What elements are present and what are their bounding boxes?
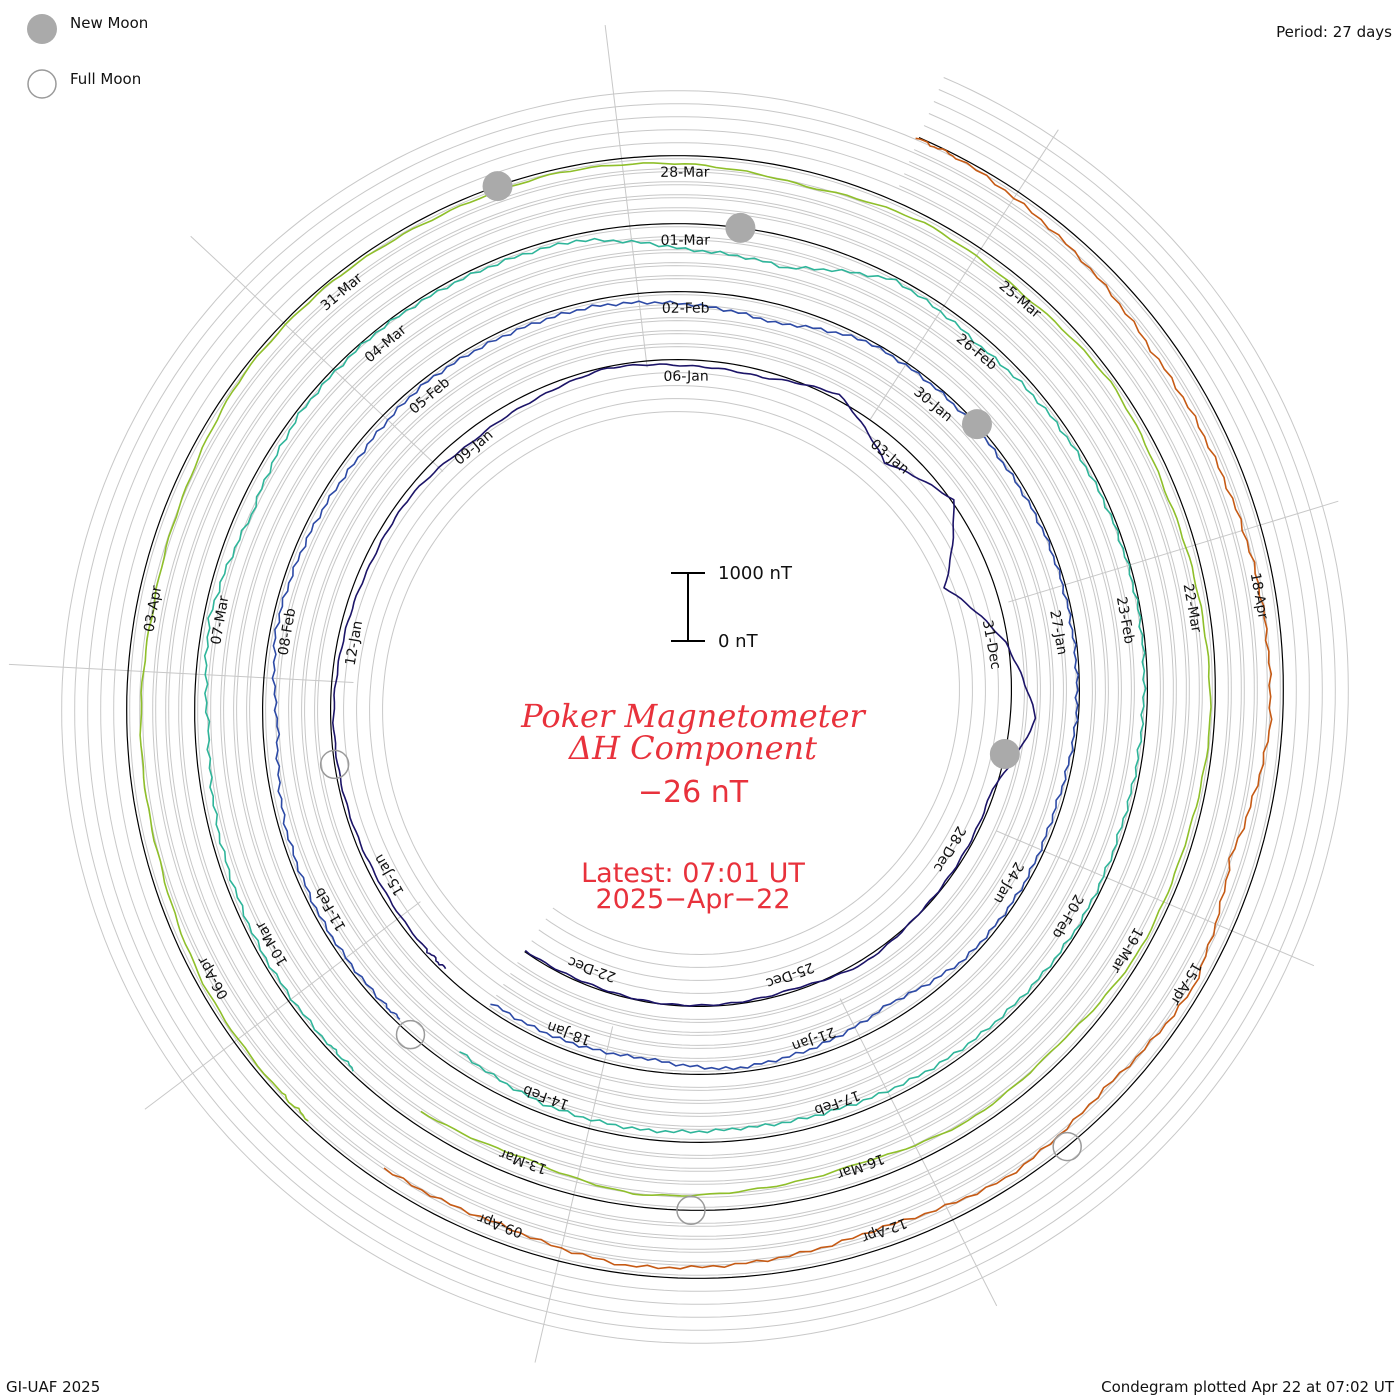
date-label: 07-Mar bbox=[208, 594, 232, 646]
date-label: 30-Jan bbox=[910, 384, 955, 425]
grid-spiral bbox=[87, 101, 1323, 1318]
new-moon-marker bbox=[961, 409, 992, 440]
polar-grid bbox=[8, 25, 1349, 1363]
chart-title-line1: Poker Magnetometer bbox=[521, 697, 865, 735]
date-label: 12-Apr bbox=[859, 1214, 909, 1245]
grid-spoke bbox=[996, 830, 1315, 967]
new-moon-legend-icon bbox=[27, 14, 57, 44]
grid-spoke bbox=[190, 235, 444, 472]
grid-spiral bbox=[165, 173, 1245, 1240]
current-value: −26 nT bbox=[637, 775, 749, 810]
series-rotation-5 bbox=[383, 137, 1273, 1270]
data-series-group bbox=[139, 137, 1273, 1270]
date-label: 17-Feb bbox=[812, 1087, 862, 1119]
grid-spoke bbox=[839, 998, 998, 1307]
date-label: 21-Jan bbox=[790, 1023, 838, 1054]
baseline-path bbox=[126, 137, 1284, 1279]
date-label: 09-Jan bbox=[451, 427, 496, 468]
date-label: 01-Mar bbox=[661, 233, 711, 249]
grid-spoke bbox=[1008, 500, 1339, 603]
full-moon-legend-icon bbox=[27, 69, 57, 99]
grid-spiral bbox=[152, 161, 1258, 1253]
grid-spoke bbox=[8, 663, 354, 683]
date-label: 18-Jan bbox=[545, 1018, 593, 1048]
scale-top-label: 1000 nT bbox=[718, 563, 792, 584]
grid-spiral bbox=[113, 125, 1297, 1292]
grid-spiral bbox=[74, 89, 1336, 1331]
grid-spoke bbox=[604, 25, 648, 368]
date-label: 15-Apr bbox=[1167, 959, 1204, 1008]
legend-new-moon-label: New Moon bbox=[70, 14, 149, 32]
date-label: 06-Jan bbox=[663, 369, 708, 385]
new-moon-marker bbox=[725, 212, 756, 243]
series-rotation-1 bbox=[332, 363, 1037, 1007]
date-label: 18-Apr bbox=[1247, 571, 1271, 620]
grid-spiral bbox=[61, 77, 1349, 1344]
baseline-spiral bbox=[126, 137, 1284, 1279]
latest-date: 2025−Apr−22 bbox=[595, 884, 791, 915]
grid-spiral bbox=[178, 185, 1232, 1227]
date-label: 25-Mar bbox=[996, 278, 1044, 322]
grid-spiral bbox=[139, 149, 1271, 1266]
full-moon-marker bbox=[676, 1195, 706, 1226]
date-label: 03-Jan bbox=[867, 436, 912, 477]
grid-spoke bbox=[144, 901, 421, 1110]
date-label: 28-Mar bbox=[660, 165, 710, 181]
moon-markers bbox=[319, 171, 1082, 1226]
scale-bar bbox=[671, 572, 705, 642]
credit-label: GI-UAF 2025 bbox=[6, 1378, 101, 1396]
full-moon-marker bbox=[395, 1019, 426, 1050]
date-label: 27-Jan bbox=[1046, 609, 1070, 656]
plotted-timestamp: Condegram plotted Apr 22 at 07:02 UT bbox=[1101, 1378, 1394, 1396]
new-moon-marker bbox=[989, 738, 1020, 769]
new-moon-marker bbox=[482, 171, 513, 202]
grid-spoke bbox=[870, 129, 1059, 420]
legend-full-moon-label: Full Moon bbox=[70, 70, 142, 88]
chart-title-line2: ΔH Component bbox=[568, 729, 818, 767]
date-label: 22-Mar bbox=[1180, 582, 1205, 634]
date-label: 08-Feb bbox=[275, 607, 299, 657]
grid-spiral bbox=[100, 113, 1310, 1305]
series-rotation-2 bbox=[271, 300, 1080, 1071]
full-moon-marker bbox=[319, 749, 350, 780]
series-rotation-4 bbox=[139, 162, 1212, 1197]
date-label: 12-Jan bbox=[343, 620, 366, 667]
date-label: 23-Feb bbox=[1113, 595, 1137, 645]
latest-time: Latest: 07:01 UT bbox=[581, 858, 805, 889]
date-label: 03-Apr bbox=[141, 584, 165, 633]
period-label: Period: 27 days bbox=[1276, 23, 1392, 41]
scale-bottom-label: 0 nT bbox=[718, 631, 758, 652]
moon-legend bbox=[27, 14, 57, 99]
series-rotation-3 bbox=[203, 237, 1147, 1134]
full-moon-marker bbox=[1052, 1131, 1082, 1162]
date-label: 02-Feb bbox=[662, 301, 710, 317]
